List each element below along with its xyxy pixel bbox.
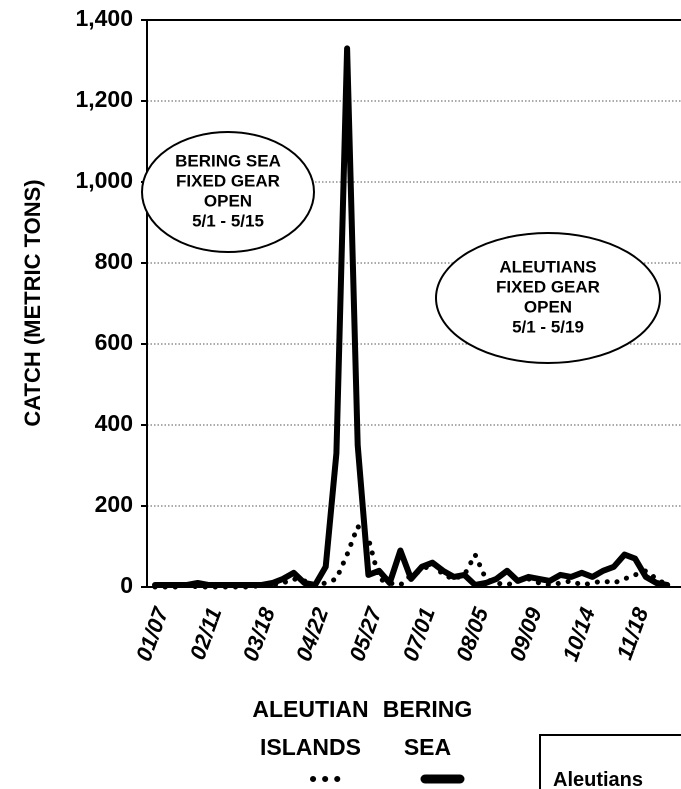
x-tick-label: 04/22: [291, 603, 334, 664]
x-tick-label: 01/07: [131, 602, 174, 664]
annotation-text: ALEUTIANS: [499, 257, 596, 276]
annotation-text: OPEN: [204, 191, 252, 210]
annotation-ellipse: [141, 131, 315, 253]
annotation-text: FIXED GEAR: [496, 277, 600, 296]
y-tick-label: 600: [95, 329, 133, 355]
annotation-text: OPEN: [524, 297, 572, 316]
x-tick-label: 03/18: [238, 603, 281, 664]
legend-box-text: Aleutians: [553, 769, 643, 789]
annotation-text: 5/1 - 5/15: [192, 211, 264, 230]
annotation-text: 5/1 - 5/19: [512, 317, 584, 336]
y-axis-label: CATCH (METRIC TONS): [20, 179, 45, 426]
y-tick-label: 0: [120, 572, 133, 598]
y-tick-label: 1,400: [75, 5, 133, 31]
x-tick-label: 10/14: [558, 604, 600, 664]
y-tick-label: 200: [95, 491, 133, 517]
y-tick-label: 400: [95, 410, 133, 436]
x-tick-label: 02/11: [185, 604, 227, 663]
legend-label: BERING SEA: [382, 696, 473, 760]
series-line: [152, 45, 671, 588]
annotation-ellipse: [435, 232, 661, 364]
y-tick-label: 800: [95, 248, 133, 274]
x-tick-label: 08/05: [451, 603, 494, 664]
x-tick-label: 11/18: [612, 603, 654, 662]
annotation-text: FIXED GEAR: [176, 171, 280, 190]
x-tick-label: 09/09: [504, 603, 547, 664]
annotation-text: BERING SEA: [175, 151, 281, 170]
legend-label: ALEUTIAN ISLANDS: [252, 696, 369, 760]
legend-box: [539, 734, 681, 789]
x-tick-label: 07/01: [398, 604, 440, 664]
y-tick-label: 1,200: [75, 86, 133, 112]
y-tick-label: 1,000: [75, 167, 133, 193]
x-tick-label: 05/27: [344, 602, 387, 664]
